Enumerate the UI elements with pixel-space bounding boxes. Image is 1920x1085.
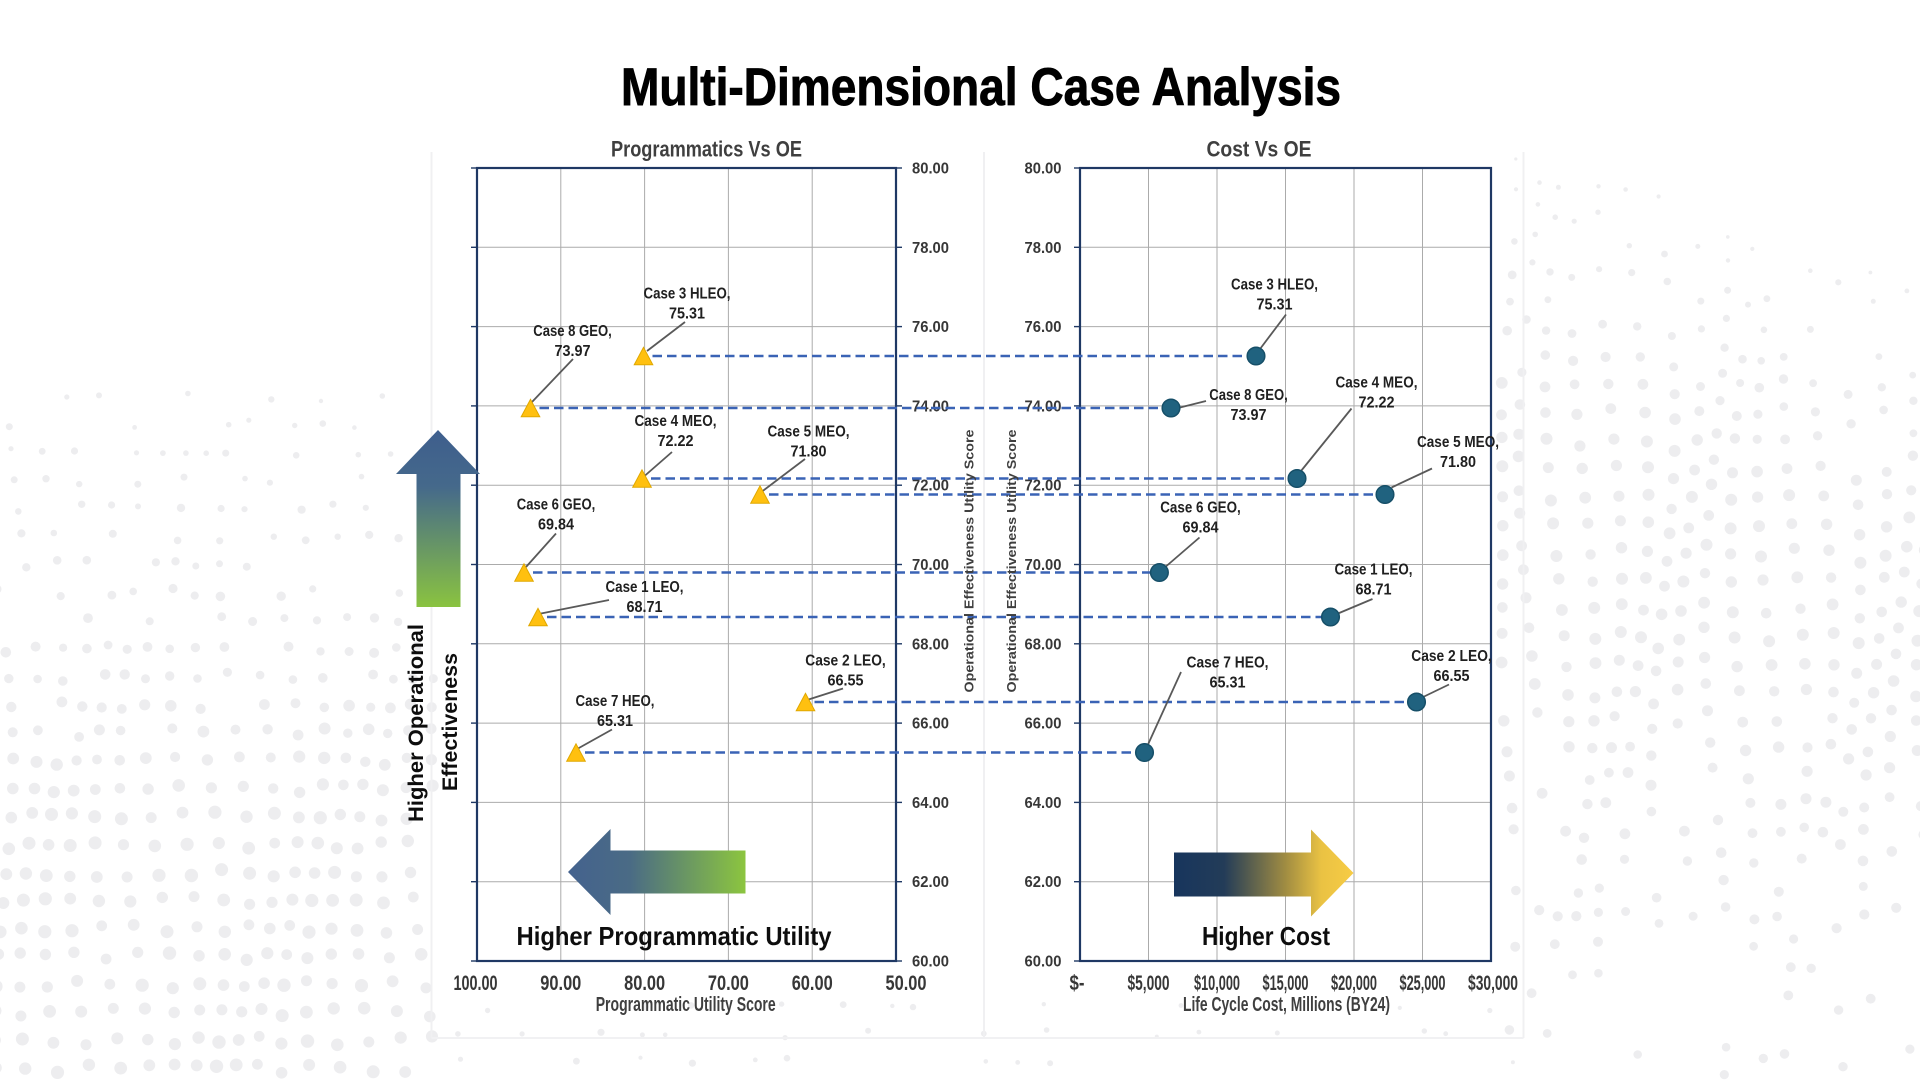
- svg-text:78.00: 78.00: [1025, 240, 1062, 257]
- svg-text:Case 1 LEO,: Case 1 LEO,: [1335, 562, 1413, 579]
- svg-text:Case 7 HEO,: Case 7 HEO,: [576, 693, 655, 710]
- svg-text:$25,000: $25,000: [1400, 972, 1446, 995]
- svg-text:Case 2 LEO,: Case 2 LEO,: [805, 653, 886, 670]
- svg-text:68.71: 68.71: [627, 599, 663, 616]
- svg-text:73.97: 73.97: [1231, 407, 1267, 424]
- svg-text:78.00: 78.00: [912, 240, 949, 257]
- svg-text:80.00: 80.00: [624, 972, 665, 995]
- svg-text:$10,000: $10,000: [1194, 972, 1240, 995]
- svg-text:69.84: 69.84: [538, 517, 574, 534]
- svg-text:Case 4 MEO,: Case 4 MEO,: [1336, 375, 1418, 392]
- svg-text:50.00: 50.00: [886, 972, 927, 995]
- svg-text:Case 7 HEO,: Case 7 HEO,: [1187, 655, 1269, 672]
- svg-text:72.00: 72.00: [912, 478, 949, 495]
- svg-text:71.80: 71.80: [1440, 454, 1476, 471]
- svg-text:Case 6 GEO,: Case 6 GEO,: [1160, 500, 1241, 517]
- svg-text:80.00: 80.00: [912, 161, 949, 178]
- svg-text:69.84: 69.84: [1183, 520, 1219, 537]
- svg-text:Higher Programmatic Utility: Higher Programmatic Utility: [517, 921, 832, 951]
- svg-text:$20,000: $20,000: [1331, 972, 1377, 995]
- svg-text:Operational Effectiveness Util: Operational Effectiveness Utility Score: [1004, 430, 1019, 693]
- svg-text:Case 5 MEO,: Case 5 MEO,: [1417, 434, 1499, 451]
- svg-text:Case 8 GEO,: Case 8 GEO,: [533, 323, 612, 340]
- svg-text:68.00: 68.00: [1025, 636, 1062, 653]
- svg-text:Higher Cost: Higher Cost: [1202, 921, 1330, 951]
- svg-text:Case 2 LEO,: Case 2 LEO,: [1411, 648, 1492, 665]
- svg-text:$30,000: $30,000: [1468, 972, 1518, 995]
- svg-text:66.55: 66.55: [1434, 668, 1470, 685]
- svg-text:62.00: 62.00: [1025, 874, 1062, 891]
- svg-text:Higher Operational: Higher Operational: [404, 624, 428, 822]
- svg-text:Effectiveness: Effectiveness: [438, 653, 462, 791]
- svg-text:73.97: 73.97: [555, 343, 591, 360]
- svg-text:75.31: 75.31: [669, 306, 705, 323]
- svg-text:80.00: 80.00: [1025, 161, 1062, 178]
- svg-text:66.00: 66.00: [1025, 716, 1062, 733]
- svg-text:65.31: 65.31: [1210, 675, 1246, 692]
- svg-text:65.31: 65.31: [597, 713, 633, 730]
- svg-text:60.00: 60.00: [912, 954, 949, 971]
- svg-text:$5,000: $5,000: [1128, 972, 1170, 995]
- svg-text:64.00: 64.00: [1025, 795, 1062, 812]
- svg-text:64.00: 64.00: [912, 795, 949, 812]
- svg-text:Case 4 MEO,: Case 4 MEO,: [635, 413, 717, 430]
- svg-text:68.00: 68.00: [912, 636, 949, 653]
- svg-text:Life Cycle Cost, Millions (BY2: Life Cycle Cost, Millions (BY24): [1183, 993, 1390, 1016]
- svg-text:75.31: 75.31: [1257, 297, 1293, 314]
- svg-text:62.00: 62.00: [912, 874, 949, 891]
- svg-text:71.80: 71.80: [791, 444, 827, 461]
- svg-text:Cost Vs OE: Cost Vs OE: [1207, 137, 1312, 162]
- svg-text:Case 5 MEO,: Case 5 MEO,: [768, 424, 850, 441]
- svg-text:72.22: 72.22: [1359, 395, 1395, 412]
- svg-text:Operational Effectiveness Util: Operational Effectiveness Utility Score: [962, 430, 977, 693]
- svg-text:68.71: 68.71: [1356, 582, 1392, 599]
- svg-text:90.00: 90.00: [540, 972, 581, 995]
- svg-text:60.00: 60.00: [1025, 954, 1062, 971]
- svg-text:Multi-Dimensional Case Analysi: Multi-Dimensional Case Analysis: [621, 58, 1341, 117]
- svg-text:76.00: 76.00: [912, 319, 949, 336]
- svg-text:100.00: 100.00: [454, 972, 498, 995]
- svg-text:$-: $-: [1070, 972, 1085, 995]
- svg-text:Case 3 HLEO,: Case 3 HLEO,: [1231, 277, 1318, 294]
- svg-text:Case 8 GEO,: Case 8 GEO,: [1209, 387, 1288, 404]
- svg-text:66.55: 66.55: [828, 673, 864, 690]
- svg-text:Case 6 GEO,: Case 6 GEO,: [517, 497, 596, 514]
- svg-text:76.00: 76.00: [1025, 319, 1062, 336]
- svg-text:72.22: 72.22: [658, 433, 694, 450]
- svg-text:72.00: 72.00: [1025, 478, 1062, 495]
- svg-text:$15,000: $15,000: [1263, 972, 1309, 995]
- svg-text:Case 1 LEO,: Case 1 LEO,: [606, 579, 684, 596]
- svg-text:70.00: 70.00: [708, 972, 749, 995]
- svg-text:66.00: 66.00: [912, 716, 949, 733]
- svg-text:60.00: 60.00: [792, 972, 833, 995]
- svg-text:Programmatic Utility Score: Programmatic Utility Score: [596, 993, 776, 1016]
- svg-text:Case 3 HLEO,: Case 3 HLEO,: [644, 286, 731, 303]
- svg-text:Programmatics Vs OE: Programmatics Vs OE: [611, 137, 802, 162]
